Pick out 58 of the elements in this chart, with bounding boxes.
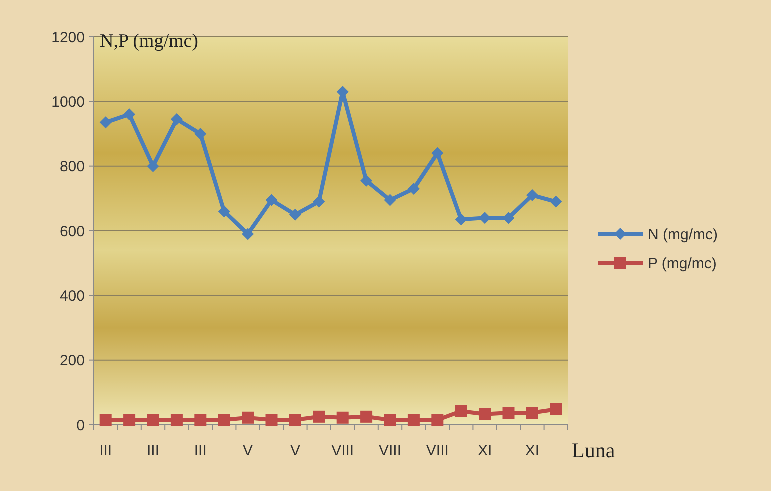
point	[194, 414, 207, 426]
x-tick-label: XI	[525, 442, 540, 460]
point	[550, 196, 562, 208]
point	[408, 182, 420, 195]
point	[124, 108, 136, 121]
point	[170, 414, 183, 426]
y-tick-label: 800	[60, 158, 85, 176]
point	[289, 208, 302, 221]
point	[479, 408, 492, 420]
point	[218, 206, 230, 218]
x-tick-label: III	[100, 442, 112, 460]
point	[455, 214, 468, 226]
point	[432, 414, 444, 426]
y-tick-label: 400	[60, 288, 85, 305]
x-tick-label: VIII	[426, 442, 449, 460]
point	[384, 194, 396, 206]
point	[384, 414, 396, 426]
point	[432, 147, 444, 160]
x-tick-label: XI	[478, 442, 492, 460]
point	[124, 414, 136, 426]
point	[526, 407, 538, 420]
point	[194, 128, 207, 140]
point	[313, 196, 326, 208]
point	[147, 414, 160, 426]
y-tick-label: 0	[76, 417, 85, 434]
legend-label: P (mg/mc)	[648, 255, 717, 272]
y-axis-title: N,P (mg/mc)	[100, 31, 199, 52]
point	[360, 410, 373, 423]
y-tick-label: 600	[60, 223, 85, 240]
point	[550, 403, 562, 416]
point	[289, 414, 302, 426]
y-tick-label: 1200	[52, 29, 85, 46]
point	[313, 410, 326, 423]
point	[242, 228, 254, 240]
point	[336, 412, 349, 424]
legend-label: N (mg/mc)	[648, 226, 718, 244]
point	[408, 414, 420, 426]
x-tick-label: V	[290, 442, 300, 460]
point	[266, 414, 278, 426]
y-tick-label: 1000	[52, 94, 85, 111]
x-tick-label: VIII	[378, 442, 402, 460]
point	[218, 414, 230, 426]
point	[266, 194, 278, 206]
x-tick-label: III	[194, 442, 207, 460]
point	[502, 407, 515, 420]
y-tick-label: 200	[60, 352, 85, 370]
x-axis-title: Luna	[572, 438, 616, 462]
point	[455, 405, 468, 418]
point	[147, 160, 160, 172]
x-tick-label: III	[146, 442, 160, 460]
point	[242, 412, 254, 424]
point	[100, 414, 112, 426]
x-tick-label: VIII	[332, 442, 354, 460]
point	[526, 189, 538, 202]
point	[100, 116, 112, 129]
x-tick-label: V	[243, 442, 254, 460]
point	[360, 174, 373, 187]
point	[170, 113, 183, 126]
